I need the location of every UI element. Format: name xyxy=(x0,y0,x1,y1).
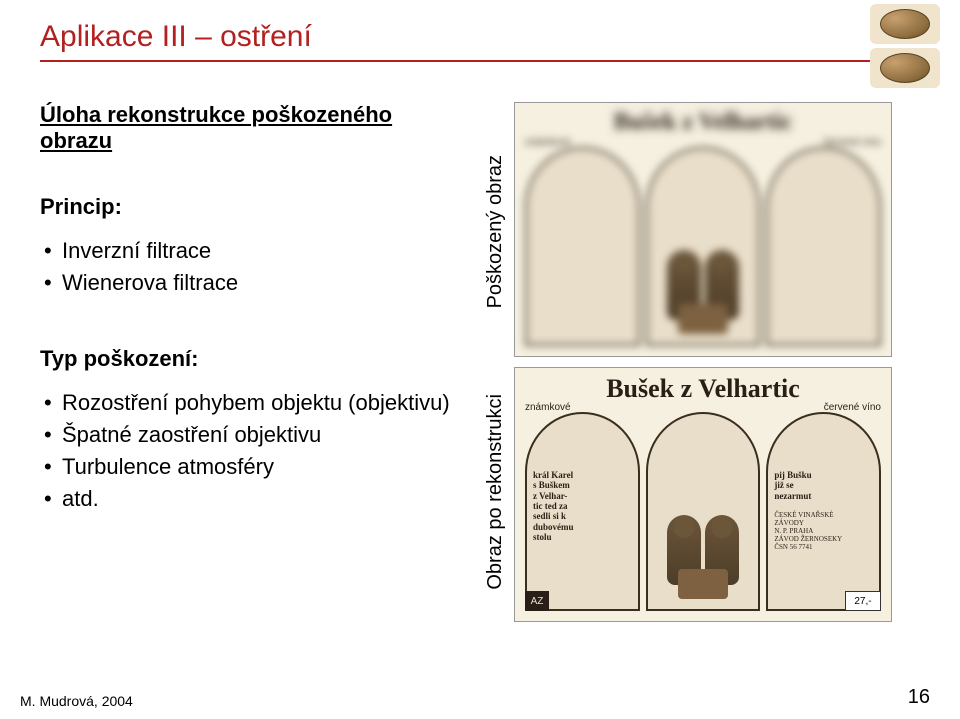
maker-badge: AZ xyxy=(525,591,549,611)
corner-images xyxy=(870,4,940,88)
right-panel-text: pij Buškujiž senezarmut xyxy=(774,470,873,501)
principle-item: Wienerova filtrace xyxy=(62,270,238,296)
walnut-image-top xyxy=(870,4,940,44)
damage-heading: Typ poškození: xyxy=(40,346,460,372)
damaged-header: Bušek z Velhartic xyxy=(515,109,891,136)
reconstructed-header: Bušek z Velhartic xyxy=(515,374,891,404)
damage-item: Špatné zaostření objektivu xyxy=(62,422,321,448)
right-column: Poškozený obraz Obraz po rekonstrukci Bu… xyxy=(480,102,900,622)
vlabel-damaged: Poškozený obraz xyxy=(484,155,507,308)
footer-credit: M. Mudrová, 2004 xyxy=(20,693,133,709)
page-number: 16 xyxy=(908,686,930,709)
right-small-text: ČESKÉ VINAŘSKÉZÁVODYn. p. PRAHAzávod Žer… xyxy=(774,511,873,551)
principle-bullets: •Inverzní filtrace •Wienerova filtrace xyxy=(44,238,460,296)
price-badge: 27,- xyxy=(845,591,881,611)
page-title: Aplikace III – ostření xyxy=(40,20,920,54)
damage-item: atd. xyxy=(62,486,99,512)
left-panel-text: král Karels Buškemz Velhar-tic ted zased… xyxy=(533,470,632,542)
damage-bullets: •Rozostření pohybem objektu (objektivu) … xyxy=(44,390,460,512)
damage-item: Turbulence atmosféry xyxy=(62,454,274,480)
walnut-image-bottom xyxy=(870,48,940,88)
left-column: Úloha rekonstrukce poškozeného obrazu Pr… xyxy=(40,102,460,622)
vlabel-reconstructed: Obraz po rekonstrukci xyxy=(484,394,507,590)
damage-item: Rozostření pohybem objektu (objektivu) xyxy=(62,390,450,416)
damaged-image: Bušek z Velhartic známkové červené víno xyxy=(514,102,892,357)
reconstructed-image: Bušek z Velhartic známkové červené víno … xyxy=(514,367,892,622)
principle-item: Inverzní filtrace xyxy=(62,238,211,264)
principle-heading: Princip: xyxy=(40,194,460,220)
subtitle: Úloha rekonstrukce poškozeného obrazu xyxy=(40,102,460,154)
title-underline xyxy=(40,60,920,62)
